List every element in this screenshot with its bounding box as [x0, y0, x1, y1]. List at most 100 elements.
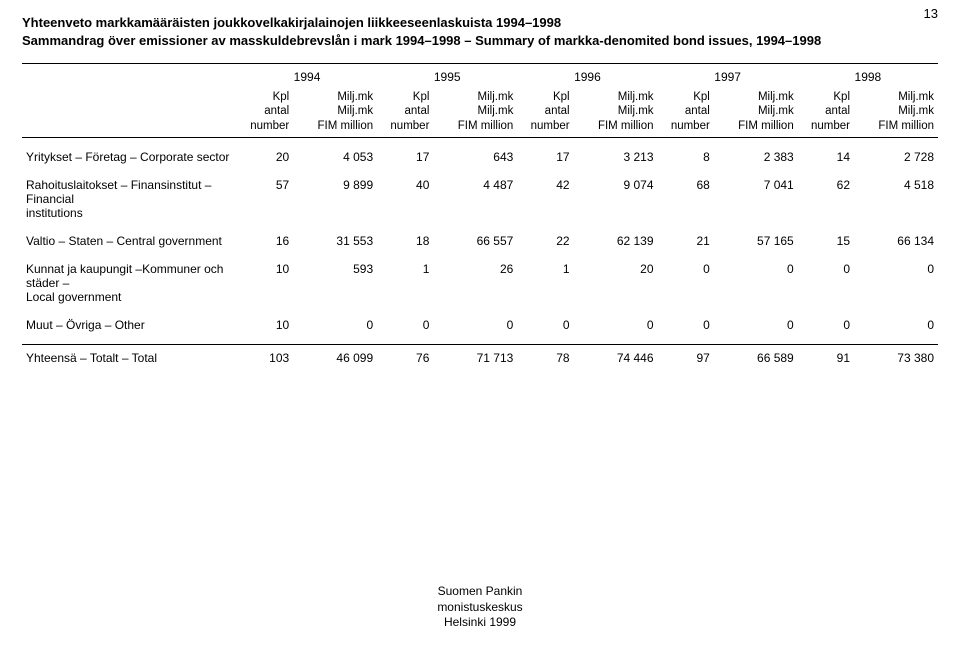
cell-number: 0 [798, 316, 854, 334]
row-label: Muut – Övriga – Other [22, 316, 237, 334]
cell-number: 18 [377, 232, 433, 250]
cell-value: 0 [574, 316, 658, 334]
table-body: Yritykset – Företag – Corporate sector20… [22, 138, 938, 368]
table-row: Yritykset – Företag – Corporate sector20… [22, 148, 938, 166]
cell-number: 40 [377, 176, 433, 222]
page-number: 13 [924, 6, 938, 21]
page: 13 Yhteenveto markkamääräisten joukkovel… [0, 0, 960, 645]
data-table: 1994 1995 1996 1997 1998 Kpl antal numbe… [22, 63, 938, 367]
cell-number: 97 [658, 345, 714, 368]
cell-number: 0 [377, 316, 433, 334]
cell-number: 78 [517, 345, 573, 368]
cell-value: 9 899 [293, 176, 377, 222]
cell-number: 10 [237, 316, 293, 334]
spacer-row [22, 222, 938, 232]
year-header-row: 1994 1995 1996 1997 1998 [22, 64, 938, 89]
table-row: Muut – Övriga – Other10000000000 [22, 316, 938, 334]
footer-line: Helsinki 1999 [444, 615, 516, 629]
subhead-number: Kpl antal number [377, 88, 433, 138]
sub-header-row: Kpl antal number Milj.mk Milj.mk FIM mil… [22, 88, 938, 138]
year-header: 1996 [517, 64, 657, 89]
cell-number: 57 [237, 176, 293, 222]
subhead-value: Milj.mk Milj.mk FIM million [714, 88, 798, 138]
spacer-row [22, 166, 938, 176]
spacer-row [22, 250, 938, 260]
cell-value: 66 557 [433, 232, 517, 250]
cell-value: 9 074 [574, 176, 658, 222]
cell-number: 17 [377, 148, 433, 166]
cell-value: 66 134 [854, 232, 938, 250]
cell-number: 10 [237, 260, 293, 306]
cell-value: 26 [433, 260, 517, 306]
subhead-value: Milj.mk Milj.mk FIM million [854, 88, 938, 138]
year-header: 1994 [237, 64, 377, 89]
subhead-value: Milj.mk Milj.mk FIM million [293, 88, 377, 138]
cell-value: 4 053 [293, 148, 377, 166]
row-label: Rahoituslaitokset – Finansinstitut – Fin… [22, 176, 237, 222]
title-line-2: Sammandrag över emissioner av masskuldeb… [22, 33, 821, 48]
page-footer: Suomen Pankin monistuskeskus Helsinki 19… [0, 584, 960, 631]
cell-value: 71 713 [433, 345, 517, 368]
cell-number: 8 [658, 148, 714, 166]
cell-number: 0 [658, 260, 714, 306]
cell-value: 4 487 [433, 176, 517, 222]
cell-value: 57 165 [714, 232, 798, 250]
cell-number: 21 [658, 232, 714, 250]
cell-number: 42 [517, 176, 573, 222]
cell-number: 1 [377, 260, 433, 306]
cell-number: 91 [798, 345, 854, 368]
cell-number: 0 [798, 260, 854, 306]
cell-number: 20 [237, 148, 293, 166]
table-row: Kunnat ja kaupungit –Kommuner och städer… [22, 260, 938, 306]
subhead-number: Kpl antal number [798, 88, 854, 138]
spacer-row [22, 306, 938, 316]
cell-value: 74 446 [574, 345, 658, 368]
cell-number: 62 [798, 176, 854, 222]
cell-value: 2 383 [714, 148, 798, 166]
page-title: Yhteenveto markkamääräisten joukkovelkak… [22, 14, 938, 49]
cell-value: 593 [293, 260, 377, 306]
cell-value: 0 [854, 316, 938, 334]
row-label: Valtio – Staten – Central government [22, 232, 237, 250]
cell-value: 0 [854, 260, 938, 306]
cell-number: 17 [517, 148, 573, 166]
subhead-value: Milj.mk Milj.mk FIM million [574, 88, 658, 138]
year-header: 1998 [798, 64, 938, 89]
spacer-row [22, 138, 938, 149]
header-blank [22, 64, 237, 89]
cell-value: 0 [714, 316, 798, 334]
cell-value: 66 589 [714, 345, 798, 368]
total-row: Yhteensä – Totalt – Total10346 0997671 7… [22, 345, 938, 368]
cell-value: 643 [433, 148, 517, 166]
cell-number: 103 [237, 345, 293, 368]
spacer-row [22, 334, 938, 345]
cell-value: 20 [574, 260, 658, 306]
cell-value: 7 041 [714, 176, 798, 222]
year-header: 1997 [658, 64, 798, 89]
cell-value: 73 380 [854, 345, 938, 368]
footer-line: monistuskeskus [437, 600, 522, 614]
cell-value: 0 [433, 316, 517, 334]
cell-number: 0 [517, 316, 573, 334]
subhead-value: Milj.mk Milj.mk FIM million [433, 88, 517, 138]
table-row: Valtio – Staten – Central government1631… [22, 232, 938, 250]
title-line-1: Yhteenveto markkamääräisten joukkovelkak… [22, 15, 561, 30]
cell-number: 76 [377, 345, 433, 368]
footer-line: Suomen Pankin [438, 584, 523, 598]
subhead-number: Kpl antal number [237, 88, 293, 138]
cell-value: 0 [293, 316, 377, 334]
cell-value: 62 139 [574, 232, 658, 250]
cell-number: 68 [658, 176, 714, 222]
header-blank [22, 88, 237, 138]
cell-value: 3 213 [574, 148, 658, 166]
cell-number: 22 [517, 232, 573, 250]
row-label: Kunnat ja kaupungit –Kommuner och städer… [22, 260, 237, 306]
cell-value: 2 728 [854, 148, 938, 166]
cell-number: 15 [798, 232, 854, 250]
cell-number: 1 [517, 260, 573, 306]
subhead-number: Kpl antal number [658, 88, 714, 138]
row-label: Yritykset – Företag – Corporate sector [22, 148, 237, 166]
table-row: Rahoituslaitokset – Finansinstitut – Fin… [22, 176, 938, 222]
row-label: Yhteensä – Totalt – Total [22, 345, 237, 368]
table-head: 1994 1995 1996 1997 1998 Kpl antal numbe… [22, 64, 938, 138]
